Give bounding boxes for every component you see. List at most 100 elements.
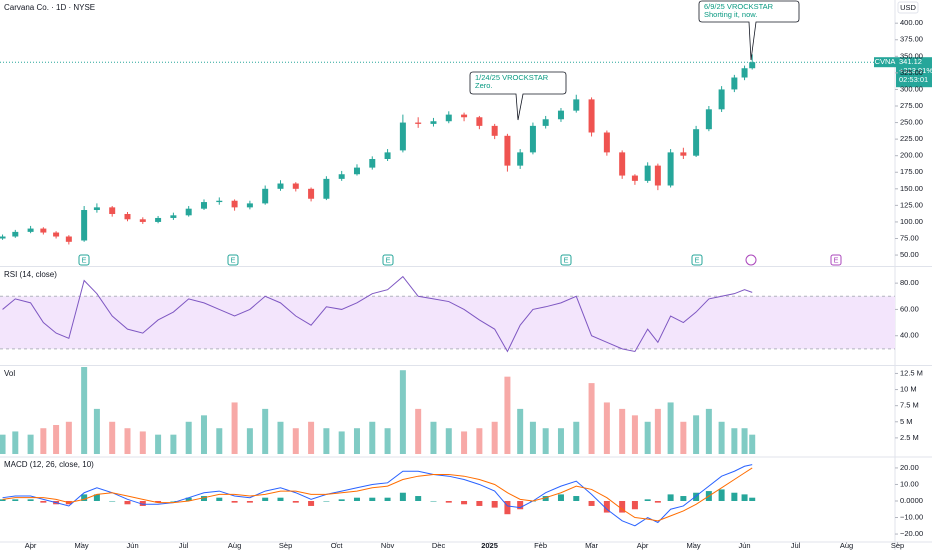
currency-box[interactable] (897, 1, 919, 14)
y-tick-label: 225.00 (900, 134, 923, 143)
macd-histogram (667, 494, 674, 501)
candle-body (557, 110, 564, 120)
y-tick-label: 2.5 M (900, 433, 919, 442)
y-tick-label: 10.00 (900, 479, 919, 488)
y-tick-label: 5 M (900, 417, 913, 426)
volume-bar (542, 428, 549, 454)
macd-histogram (542, 496, 549, 501)
candle-body (308, 188, 315, 199)
earnings-marker[interactable] (78, 254, 90, 266)
macd-histogram (619, 500, 626, 513)
volume-bar (445, 428, 452, 454)
macd-histogram (654, 500, 661, 503)
earnings-marker[interactable] (560, 254, 572, 266)
macd-histogram (741, 494, 748, 501)
volume-bar (517, 408, 524, 454)
volume-bar (476, 428, 483, 454)
candle-body (81, 210, 88, 241)
macd-histogram (124, 500, 131, 505)
candle-body (53, 232, 60, 237)
candle-body (27, 228, 34, 232)
earnings-label: E (833, 255, 838, 264)
candle-body (185, 208, 192, 216)
y-tick-label: 100.00 (900, 217, 923, 226)
candle-body (644, 165, 651, 181)
candle-body (124, 213, 131, 220)
volume-bar (573, 421, 580, 454)
macd-histogram (718, 489, 725, 501)
volume-bar (81, 367, 88, 454)
volume-bar (170, 434, 177, 454)
y-tick-label: 20.00 (900, 463, 919, 472)
volume-bar (200, 415, 207, 454)
x-tick-label: Feb (534, 541, 547, 550)
macd-histogram (399, 492, 406, 501)
annotation-callout (698, 0, 800, 61)
x-tick-label: Jul (791, 541, 801, 550)
candle-body (718, 89, 725, 110)
volume-bar (353, 428, 360, 454)
candle-body (262, 188, 269, 204)
candle-body (529, 125, 536, 153)
y-tick-label: 250.00 (900, 118, 923, 127)
macd-histogram (216, 497, 223, 501)
macd-line (2, 467, 753, 522)
candle-body (415, 122, 422, 124)
volume-bar (644, 421, 651, 454)
macd-histogram (573, 496, 580, 501)
candle-body (231, 200, 238, 208)
macd-histogram (476, 500, 483, 506)
volume-bar (718, 421, 725, 454)
volume-bar (705, 408, 712, 454)
candle-body (476, 117, 483, 126)
earnings-marker[interactable] (691, 254, 703, 266)
candle-body (170, 215, 177, 218)
candle-body (40, 228, 47, 233)
candle-body (491, 125, 498, 136)
last-price-change: +323.91% (899, 66, 932, 75)
volume-bar (731, 428, 738, 454)
volume-bar (741, 428, 748, 454)
candle-body (631, 175, 638, 181)
volume-bar (185, 421, 192, 454)
x-tick-label: Jul (179, 541, 189, 550)
annotation-text: Shorting it, now. (704, 10, 757, 19)
volume-bar (693, 415, 700, 454)
candle-body (667, 152, 674, 186)
dividend-marker[interactable] (745, 254, 757, 266)
candle-body (0, 236, 6, 239)
candle-body (430, 121, 437, 124)
macd-histogram (12, 499, 19, 501)
currency: USD (900, 3, 916, 12)
x-tick-label: Oct (331, 541, 344, 550)
y-tick-label: 125.00 (900, 200, 923, 209)
macd-line (2, 464, 753, 527)
candle-body (200, 202, 207, 209)
y-tick-label: 300.00 (900, 84, 923, 93)
candle-body (749, 62, 756, 69)
candle-body (461, 114, 468, 118)
volume-bar (631, 415, 638, 454)
volume-bar (654, 408, 661, 454)
volume-bar (338, 431, 345, 454)
macd-histogram (40, 500, 47, 503)
volume-bar (93, 408, 100, 454)
candle-body (12, 231, 19, 237)
y-tick-label: 7.5 M (900, 401, 919, 410)
volume-bar (109, 421, 116, 454)
earnings-marker[interactable] (382, 254, 394, 266)
earnings-marker[interactable] (227, 254, 239, 266)
candle-body (369, 159, 376, 168)
macd-histogram (369, 497, 376, 501)
symbol-box (874, 57, 896, 68)
x-tick-label: Dec (432, 541, 446, 550)
earnings-marker[interactable] (830, 254, 842, 266)
volume-bar (491, 421, 498, 454)
volume-bar (40, 428, 47, 454)
y-tick-label: −10.00 (900, 513, 923, 522)
x-tick-label: May (686, 541, 700, 550)
volume-bar (262, 408, 269, 454)
x-tick-label: Apr (637, 541, 649, 550)
rsi-line (2, 275, 753, 353)
